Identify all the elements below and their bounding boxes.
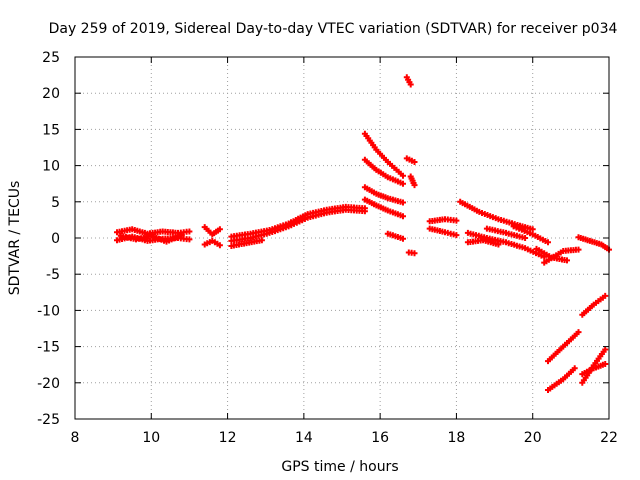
series-sat-m — [384, 230, 406, 242]
series-sat-ac — [545, 365, 578, 393]
series-sat-r — [426, 216, 460, 225]
y-tick-label: 5 — [51, 195, 60, 211]
y-tick-label: -5 — [46, 267, 60, 283]
x-tick-label: 10 — [142, 430, 160, 446]
series-sat-x — [510, 223, 551, 246]
y-tick-label: -20 — [37, 376, 60, 392]
series-sat-h — [228, 237, 265, 249]
y-tick-label: 15 — [42, 122, 60, 138]
series-sat-p — [407, 173, 418, 189]
x-tick-label: 8 — [71, 430, 80, 446]
x-axis-label: GPS time / hours — [281, 459, 398, 475]
series-sat-q — [405, 249, 418, 257]
chart-title: Day 259 of 2019, Sidereal Day-to-day VTE… — [49, 21, 618, 37]
y-axis-ticks: 25 20 15 10 5 0 -5 -10 -15 -20 -25 — [37, 50, 609, 428]
y-tick-label: -25 — [37, 412, 60, 428]
grid-lines — [75, 57, 609, 419]
y-axis-label: SDTVAR / TECUs — [7, 181, 23, 296]
series-sat-i — [361, 130, 406, 179]
series-sat-s — [426, 225, 460, 239]
y-tick-label: -10 — [37, 303, 60, 319]
x-tick-label: 22 — [600, 430, 618, 446]
series-sat-k — [361, 184, 406, 206]
series-sat-o — [403, 155, 418, 165]
series-sat-u — [464, 229, 548, 260]
y-tick-label: 10 — [42, 159, 60, 175]
x-axis-ticks: 8 10 12 14 16 18 20 22 — [71, 57, 618, 446]
y-tick-label: -15 — [37, 340, 60, 356]
series-sat-ad — [579, 292, 609, 318]
series-sat-c — [117, 232, 185, 245]
x-tick-label: 12 — [219, 430, 237, 446]
x-tick-label: 20 — [524, 430, 542, 446]
series-sat-n — [403, 74, 414, 88]
series-sat-af — [579, 361, 609, 378]
y-tick-label: 20 — [42, 86, 60, 102]
series-sat-w — [483, 225, 529, 241]
series-sat-z — [541, 246, 582, 266]
series-sat-e — [201, 237, 223, 249]
y-tick-label: 0 — [51, 231, 60, 247]
series-sat-ab — [545, 329, 582, 365]
series-sat-v — [464, 237, 502, 248]
x-tick-label: 18 — [448, 430, 466, 446]
series-sat-d — [201, 224, 223, 238]
series-sat-aa — [575, 234, 612, 253]
y-tick-label: 25 — [42, 50, 60, 66]
x-tick-label: 16 — [371, 430, 389, 446]
series-sat-g — [228, 203, 368, 240]
x-tick-label: 14 — [295, 430, 313, 446]
series-sat-j — [361, 156, 406, 187]
series-sat-f — [228, 206, 368, 244]
series-sat-l — [361, 196, 406, 220]
data-series — [114, 74, 612, 393]
series-sat-t — [457, 198, 536, 233]
